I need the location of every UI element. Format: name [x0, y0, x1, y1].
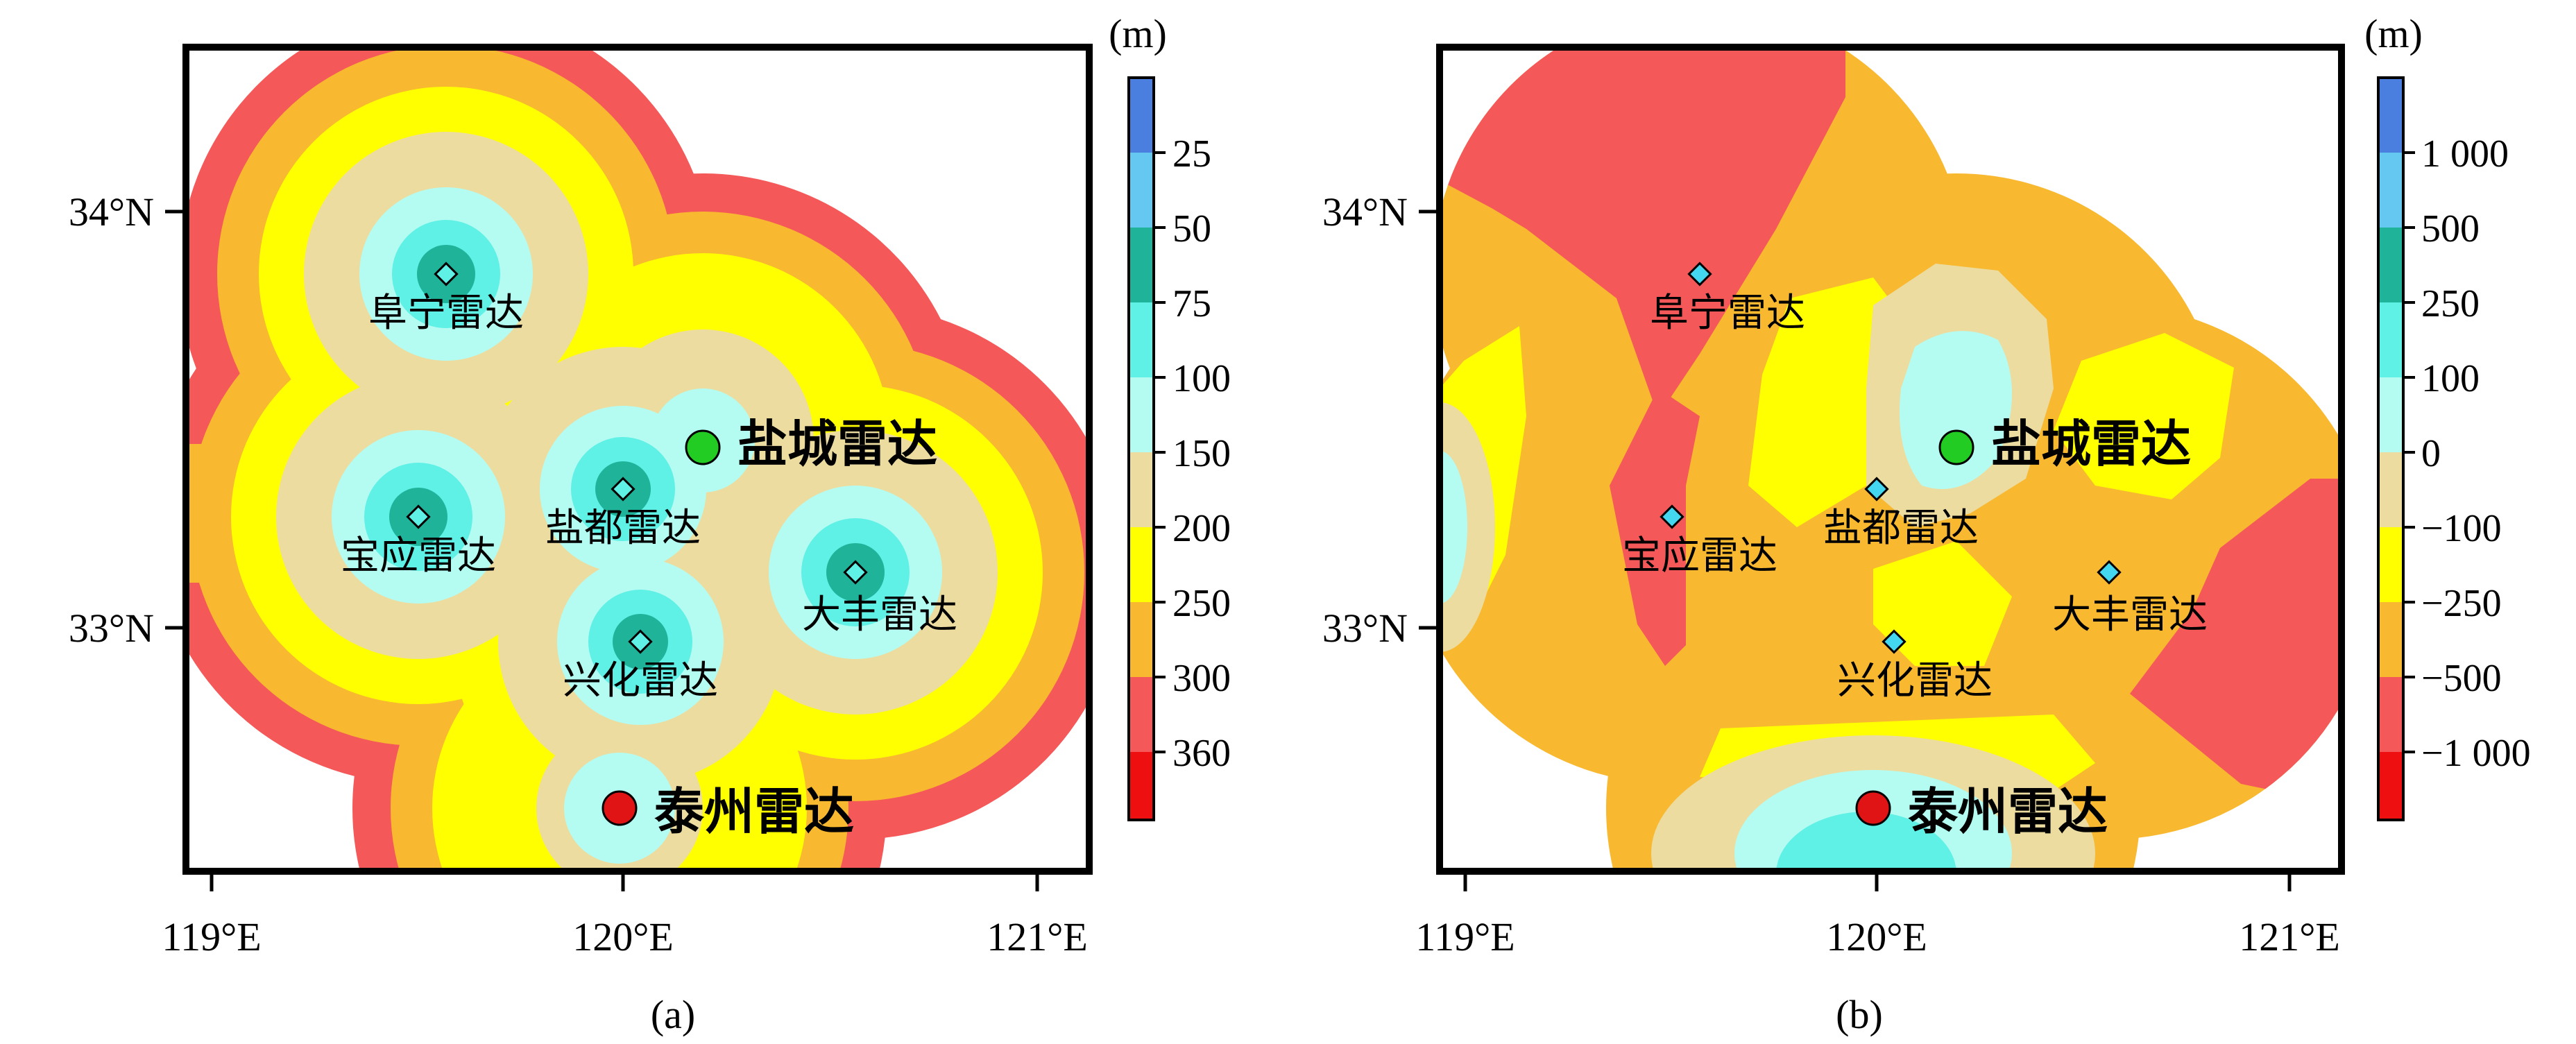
panel-b-colorbar: (m) 1 000 500 250 100 0 −100 −250 −500 −… [2364, 11, 2531, 821]
radar-label: 兴化雷达 [1837, 658, 1993, 703]
radar-label: 盐都雷达 [1823, 506, 1979, 551]
radar-marker [1687, 262, 1712, 286]
colorbar-label: 25 [1172, 132, 1211, 176]
colorbar-label: 1 000 [2421, 132, 2509, 176]
panel-caption: (b) [1836, 992, 1883, 1037]
radar-label-main: 泰州雷达 [1908, 782, 2108, 841]
colorbar-label: 250 [2421, 282, 2480, 325]
colorbar-unit: (m) [1109, 11, 1167, 56]
colorbar-label: 100 [1172, 357, 1231, 400]
x-tick-label: 120°E [572, 914, 674, 959]
x-tick-label: 119°E [162, 914, 261, 959]
radar-main-red [1855, 790, 1891, 826]
radar-label-main: 盐城雷达 [1991, 415, 2191, 473]
colorbar-label: −500 [2421, 657, 2502, 700]
radar-label-main: 泰州雷达 [654, 782, 854, 841]
panel-a-map: 阜宁雷达 宝应雷达 盐都雷达 大丰雷达 兴化雷达 盐城雷达 泰州雷达 119°E… [69, 44, 1093, 1037]
colorbar-label: 100 [2421, 357, 2480, 400]
y-tick-label: 34°N [1322, 189, 1408, 234]
radar-marker [628, 629, 653, 654]
colorbar-label: −100 [2421, 507, 2502, 550]
colorbar-label: 360 [1172, 732, 1231, 775]
colorbar-label: −1 000 [2421, 732, 2531, 775]
colorbar-label: 250 [1172, 582, 1231, 625]
panel-a-radars: 阜宁雷达 宝应雷达 盐都雷达 大丰雷达 兴化雷达 盐城雷达 泰州雷达 [341, 262, 957, 841]
panel-a-colorbar: (m) 25 50 75 100 150 200 250 300 360 [1109, 11, 1231, 821]
radar-main-green [1938, 429, 1974, 465]
colorbar-label: 200 [1172, 507, 1231, 550]
y-tick-label: 33°N [69, 606, 154, 651]
radar-label: 大丰雷达 [802, 592, 957, 637]
radar-label: 兴化雷达 [563, 658, 718, 703]
radar-marker [406, 504, 431, 529]
y-tick-label: 33°N [1322, 606, 1408, 651]
colorbar-label: −250 [2421, 582, 2502, 625]
colorbar-label: 50 [1172, 207, 1211, 250]
colorbar-label: 0 [2421, 432, 2441, 475]
radar-marker [434, 262, 459, 286]
panel-b-map: 阜宁雷达 宝应雷达 盐都雷达 大丰雷达 兴化雷达 盐城雷达 泰州雷达 119°E… [1322, 44, 2345, 1037]
radar-marker [2097, 560, 2122, 585]
radar-label: 宝应雷达 [1622, 533, 1777, 579]
colorbar-unit: (m) [2364, 11, 2423, 56]
y-tick-label: 34°N [69, 189, 154, 234]
radar-main-red [602, 790, 638, 826]
panel-b-frame [1436, 44, 2345, 875]
panel-a-axis-ticks [165, 209, 1039, 891]
radar-label: 宝应雷达 [341, 533, 496, 579]
radar-marker [1660, 504, 1684, 529]
radar-label: 大丰雷达 [2052, 592, 2208, 637]
radar-marker [1882, 629, 1907, 654]
colorbar-label: 500 [2421, 207, 2480, 250]
radar-label: 阜宁雷达 [368, 291, 524, 336]
x-tick-label: 121°E [987, 914, 1088, 959]
x-tick-label: 120°E [1826, 914, 1927, 959]
radar-label-main: 盐城雷达 [737, 415, 937, 473]
panel-b-difference-field [1440, 47, 2342, 871]
panel-b-radars: 阜宁雷达 宝应雷达 盐都雷达 大丰雷达 兴化雷达 盐城雷达 泰州雷达 [1622, 262, 2208, 841]
colorbar-label: 150 [1172, 432, 1231, 475]
radar-marker [611, 477, 636, 502]
colorbar-label: 300 [1172, 657, 1231, 700]
panel-b-axis-ticks [1419, 209, 2292, 891]
panel-a-height-field [186, 47, 1089, 871]
radar-main-green [685, 429, 721, 465]
x-tick-label: 119°E [1415, 914, 1515, 959]
colorbar-label: 75 [1172, 282, 1211, 325]
radar-marker [1864, 477, 1889, 502]
radar-label: 盐都雷达 [545, 506, 701, 551]
panel-caption: (a) [651, 992, 695, 1037]
x-tick-label: 121°E [2239, 914, 2340, 959]
panel-a-frame [182, 44, 1093, 875]
radar-label: 阜宁雷达 [1650, 291, 1805, 336]
radar-marker [843, 560, 868, 585]
